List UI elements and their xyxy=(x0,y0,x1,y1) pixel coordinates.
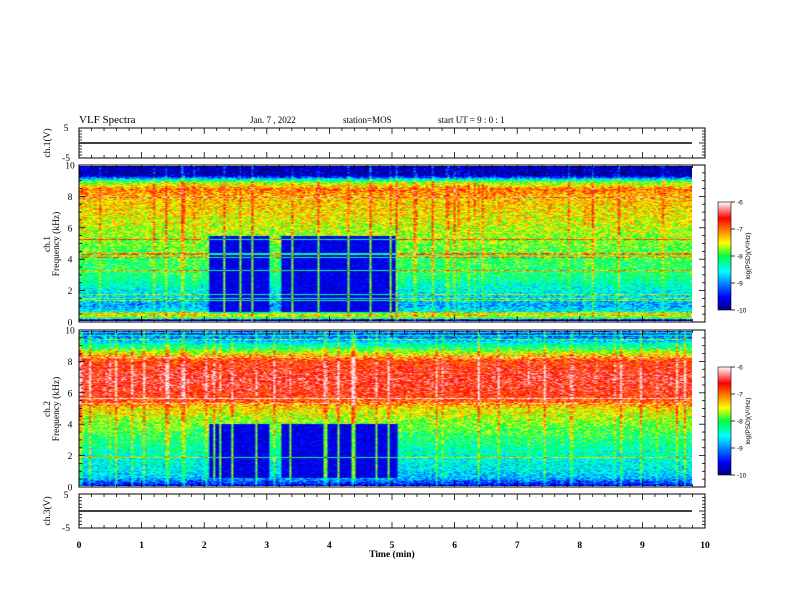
colorbar-tick-label: -10 xyxy=(737,308,747,315)
x-tick-label: 4 xyxy=(327,541,332,551)
y-tick-label: 6 xyxy=(68,389,73,399)
x-tick-label: 10 xyxy=(700,541,710,551)
ch2-frequency-axis-label: Frequency (kHz) xyxy=(51,377,62,442)
spectrogram-ch1-panel: 0 2 4 6 8 10 ch.1 Frequency (kHz) xyxy=(43,162,706,329)
waveform-ch3-panel: 5 -5 ch.3(V) xyxy=(42,491,706,534)
ch1-frequency-axis-label: Frequency (kHz) xyxy=(51,212,62,277)
x-tick-label: 3 xyxy=(264,541,269,551)
ch2-channel-label: ch.2 xyxy=(43,401,53,417)
ch1-channel-label: ch.1 xyxy=(43,236,53,252)
x-tick-label: 0 xyxy=(77,541,82,551)
colorbar-tick-label: -8 xyxy=(737,254,743,261)
ytick-label: 5 xyxy=(64,491,69,501)
y-tick-label: 2 xyxy=(68,452,73,462)
station-label: station=MOS xyxy=(343,115,392,125)
x-tick-label: 2 xyxy=(202,541,207,551)
ch1-waveform-axis-label: ch.1(V) xyxy=(42,128,53,157)
x-axis-label: Time (min) xyxy=(369,549,414,560)
ytick-label: -5 xyxy=(62,524,70,534)
colorbar-tick-label: -6 xyxy=(737,365,743,372)
x-axis: 0 1 2 3 4 5 6 7 8 9 10 xyxy=(77,541,710,551)
x-tick-label: 7 xyxy=(515,541,520,551)
x-tick-label: 8 xyxy=(577,541,582,551)
colorbar-tick-label: -7 xyxy=(737,392,743,399)
colorbar-ch2: -6 -7 -8 -9 -10 log(PSD)(V²/Hz) xyxy=(717,365,752,480)
y-tick-label: 6 xyxy=(68,224,73,234)
y-tick-label: 2 xyxy=(68,287,73,297)
colorbar-tick-label: -6 xyxy=(737,200,743,207)
x-tick-label: 5 xyxy=(390,541,395,551)
colorbar-tick-label: -7 xyxy=(737,227,743,234)
ytick-label: 5 xyxy=(64,124,69,134)
x-tick-label: 6 xyxy=(452,541,457,551)
colorbar-ch1-label: log(PSD)(V²/Hz) xyxy=(745,233,752,280)
colorbar-ch2-gradient xyxy=(717,366,732,476)
colorbar-ch2-label: log(PSD)(V²/Hz) xyxy=(745,398,752,445)
chart-title: VLF Spectra xyxy=(79,114,136,126)
y-tick-label: 0 xyxy=(68,484,73,494)
colorbar-ch1-gradient xyxy=(717,201,732,311)
start-time-label: start UT = 9 : 0 : 1 xyxy=(438,115,505,125)
x-tick-label: 1 xyxy=(139,541,144,551)
colorbar-tick-label: -9 xyxy=(737,446,743,453)
date-label: Jan. 7 , 2022 xyxy=(250,115,296,125)
spectrogram-ch1-image xyxy=(79,166,692,321)
colorbar-tick-label: -8 xyxy=(737,419,743,426)
colorbar-tick-label: -9 xyxy=(737,281,743,288)
y-tick-label: 4 xyxy=(68,421,73,431)
colorbar-tick-label: -10 xyxy=(737,473,747,480)
y-tick-label: 4 xyxy=(68,256,73,266)
y-tick-label: 10 xyxy=(65,327,75,337)
ytick-label: -5 xyxy=(62,154,70,164)
y-tick-label: 8 xyxy=(68,358,73,368)
spectrogram-ch2-panel: 0 2 4 6 8 10 ch.2 Frequency (kHz) xyxy=(43,327,706,494)
y-tick-label: 8 xyxy=(68,193,73,203)
y-tick-label: 10 xyxy=(65,162,75,172)
spectrogram-ch2-image xyxy=(79,331,692,486)
waveform-ch1-panel: 5 -5 ch.1(V) xyxy=(42,124,706,164)
y-tick-label: 0 xyxy=(68,319,73,329)
colorbar-ch1: -6 -7 -8 -9 -10 log(PSD)(V²/Hz) xyxy=(717,200,752,315)
x-tick-label: 9 xyxy=(640,541,645,551)
ch3-waveform-axis-label: ch.3(V) xyxy=(42,496,53,525)
